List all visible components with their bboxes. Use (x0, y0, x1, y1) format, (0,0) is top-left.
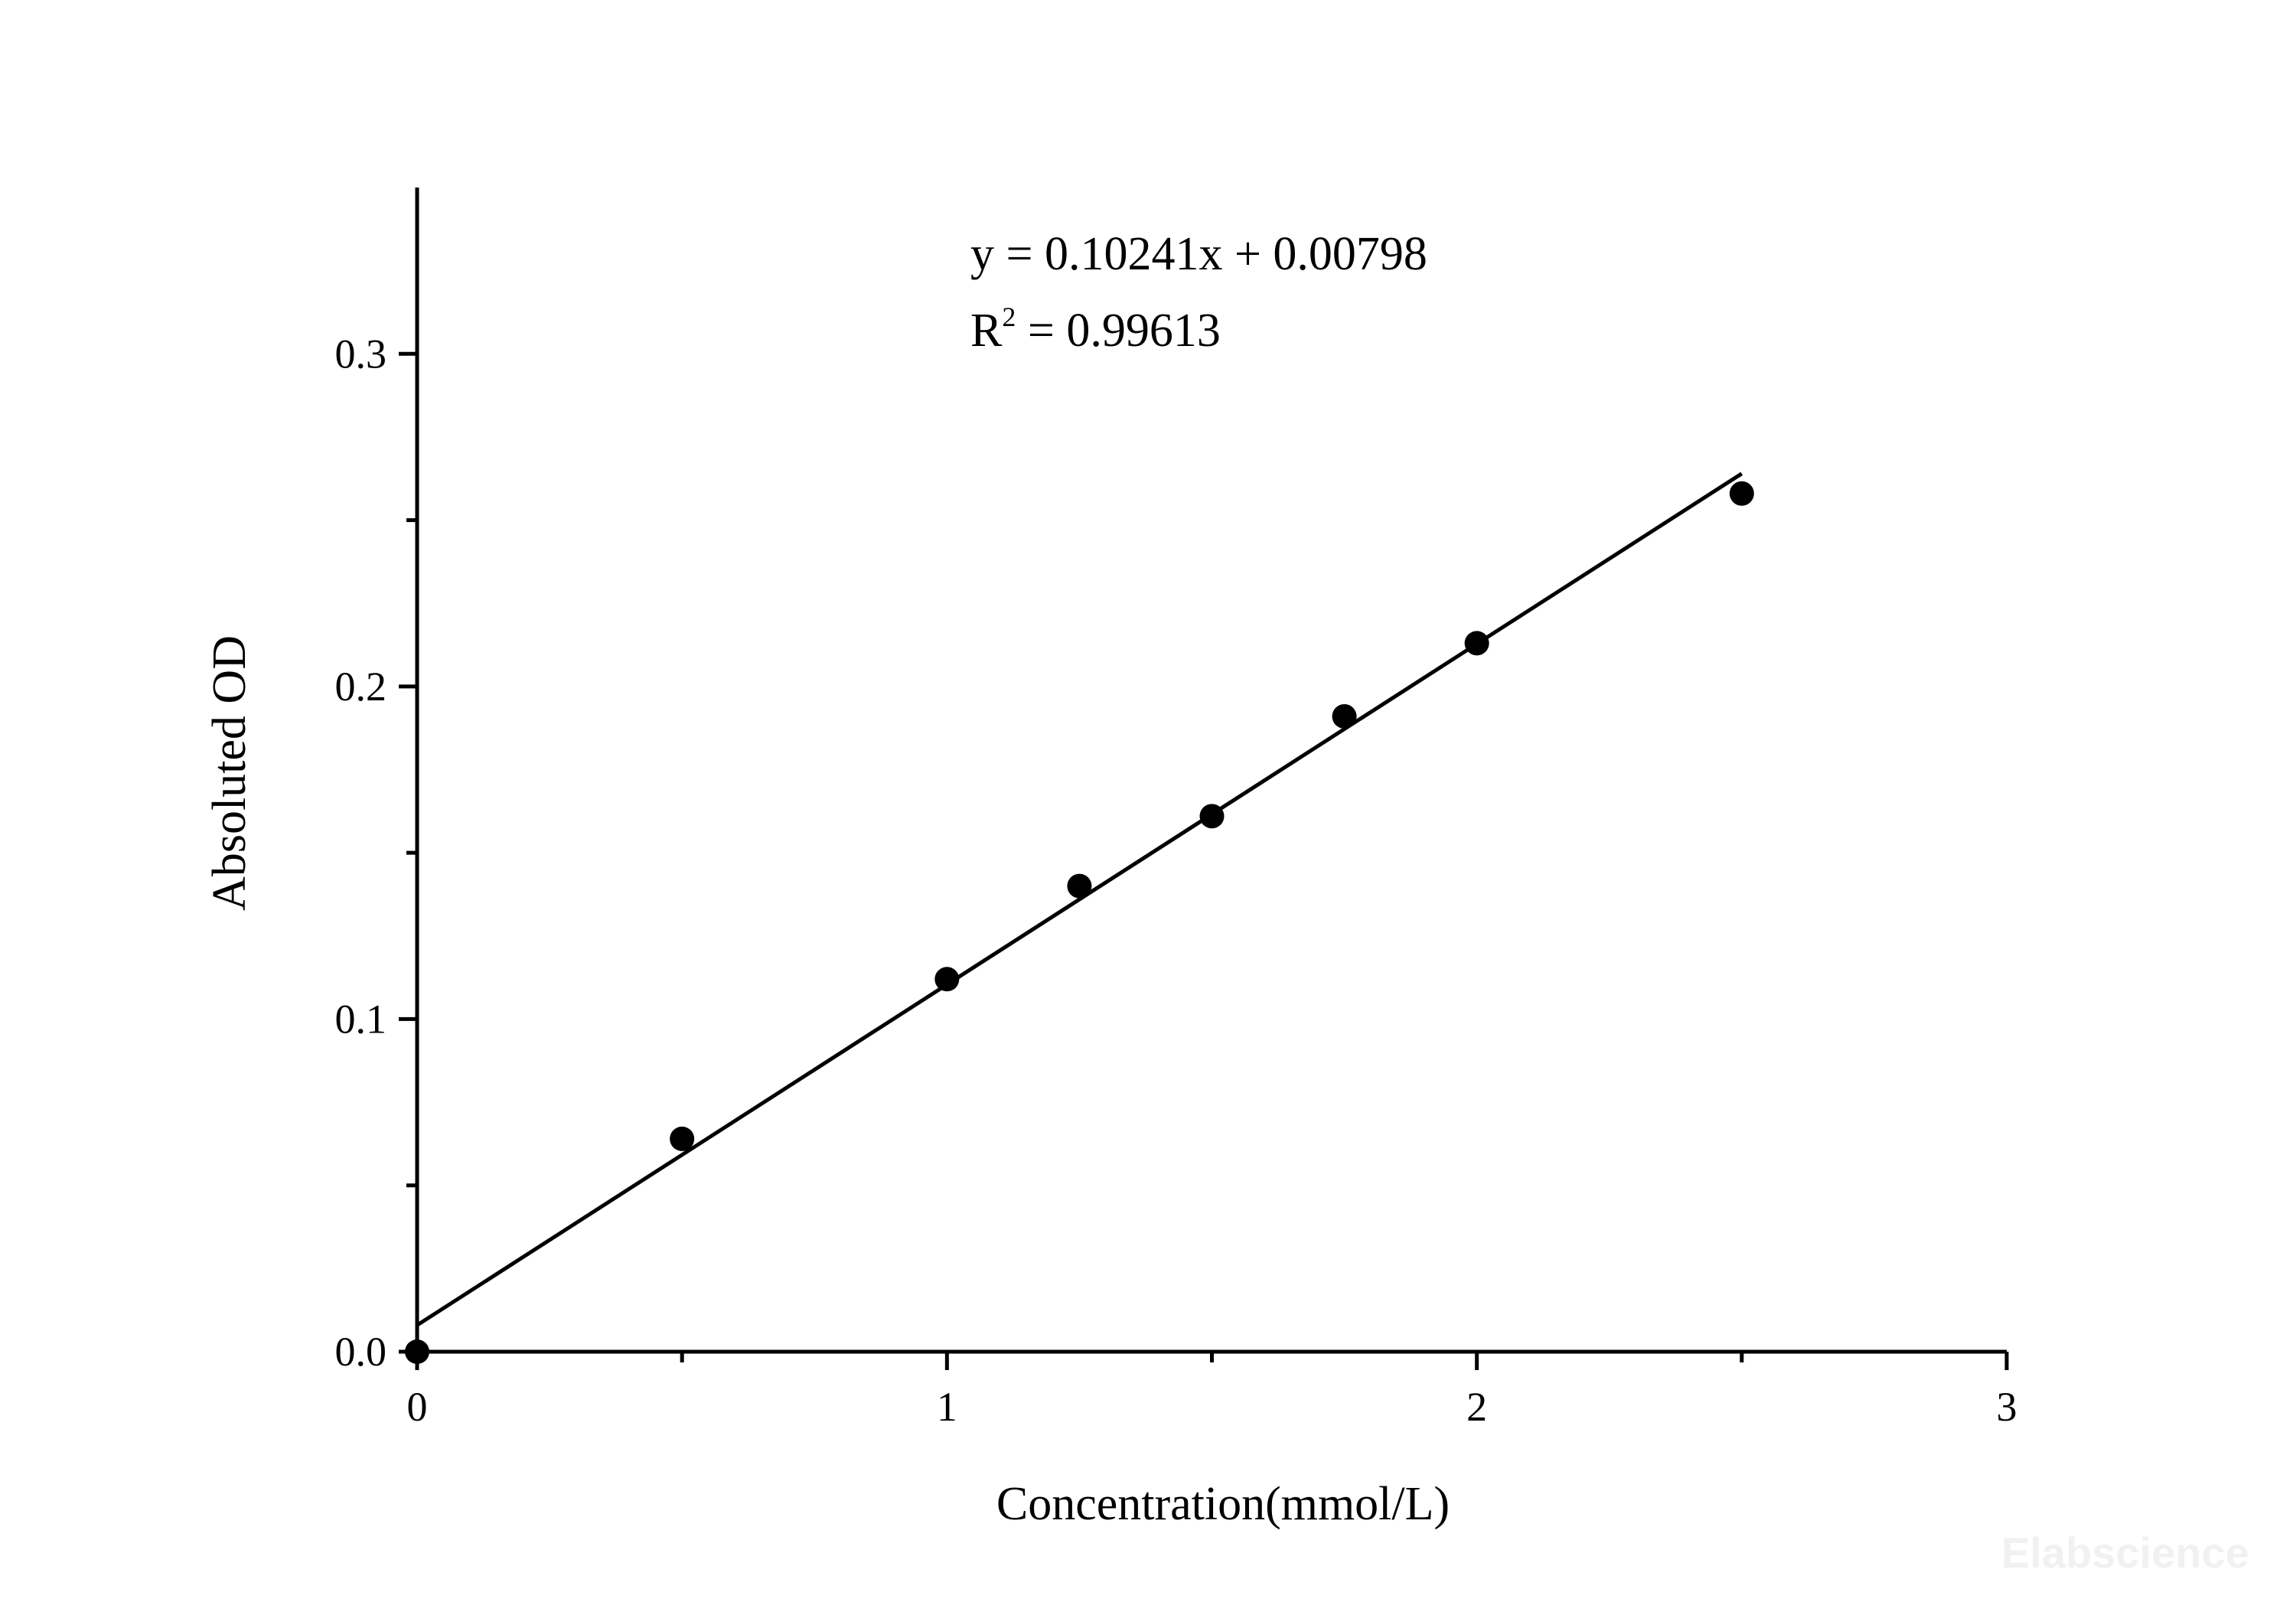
axes: 0 1 2 3 0.0 0.1 0.2 0.3 (335, 188, 2017, 1430)
x-axis-title: Concentration(mmol/L) (996, 1478, 1450, 1530)
watermark-logo: Elabscience (2001, 1529, 2249, 1577)
data-point (1729, 481, 1754, 506)
x-tick-label: 2 (1466, 1384, 1487, 1430)
data-point (1332, 703, 1357, 729)
y-tick-label: 0.2 (335, 664, 387, 710)
data-point (405, 1339, 429, 1364)
r-squared-symbol: R (970, 305, 1003, 357)
y-ticks: 0.0 0.1 0.2 0.3 (335, 331, 417, 1375)
x-tick-label: 0 (407, 1384, 428, 1430)
r-squared-superscript: 2 (1002, 302, 1016, 332)
data-point (934, 967, 960, 992)
x-tick-label: 3 (1997, 1384, 2017, 1430)
data-point (1199, 804, 1225, 829)
data-point (1067, 873, 1092, 899)
data-point (670, 1126, 695, 1151)
y-tick-label: 0.1 (335, 996, 387, 1042)
x-tick-label: 1 (937, 1384, 957, 1430)
y-tick-label: 0.0 (335, 1329, 387, 1375)
fit-line (416, 471, 1743, 1327)
data-point (1464, 631, 1489, 656)
r-squared-label: R2 = 0.99613 (970, 302, 1221, 357)
y-axis-title: Absoluted OD (204, 635, 256, 911)
fit-equation: y = 0.10241x + 0.00798 (970, 228, 1427, 280)
data-points (405, 481, 1754, 1364)
r-squared-value: = 0.99613 (1016, 305, 1220, 357)
y-tick-label: 0.3 (335, 331, 387, 377)
x-ticks: 0 1 2 3 (407, 1352, 2017, 1430)
